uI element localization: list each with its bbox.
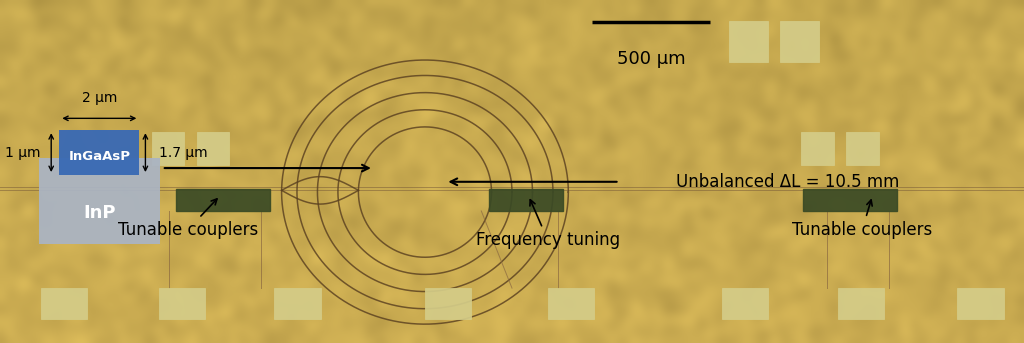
Bar xyxy=(838,288,884,319)
Text: 1.7 μm: 1.7 μm xyxy=(159,146,207,159)
Text: 1 μm: 1 μm xyxy=(5,146,40,159)
Bar xyxy=(176,189,270,211)
Text: InGaAsP: InGaAsP xyxy=(69,150,130,163)
Bar xyxy=(722,288,768,319)
Bar xyxy=(489,189,563,211)
Text: Unbalanced ΔL = 10.5 mm: Unbalanced ΔL = 10.5 mm xyxy=(676,173,899,191)
Bar xyxy=(957,288,1004,319)
Text: 2 μm: 2 μm xyxy=(82,91,117,105)
Bar xyxy=(152,132,184,165)
Bar xyxy=(425,288,471,319)
Bar xyxy=(729,21,768,62)
Text: Tunable couplers: Tunable couplers xyxy=(118,199,258,239)
Bar xyxy=(780,21,819,62)
Text: InP: InP xyxy=(83,204,116,222)
Bar xyxy=(41,288,87,319)
Text: Tunable couplers: Tunable couplers xyxy=(793,200,932,239)
Bar xyxy=(39,158,160,244)
Bar xyxy=(197,132,229,165)
Bar xyxy=(801,132,834,165)
Bar xyxy=(274,288,321,319)
Bar xyxy=(548,288,594,319)
Bar xyxy=(803,189,897,211)
Text: Frequency tuning: Frequency tuning xyxy=(476,200,620,249)
Bar xyxy=(59,130,139,175)
Text: 500 μm: 500 μm xyxy=(616,50,686,68)
Bar xyxy=(159,288,205,319)
Bar xyxy=(846,132,879,165)
